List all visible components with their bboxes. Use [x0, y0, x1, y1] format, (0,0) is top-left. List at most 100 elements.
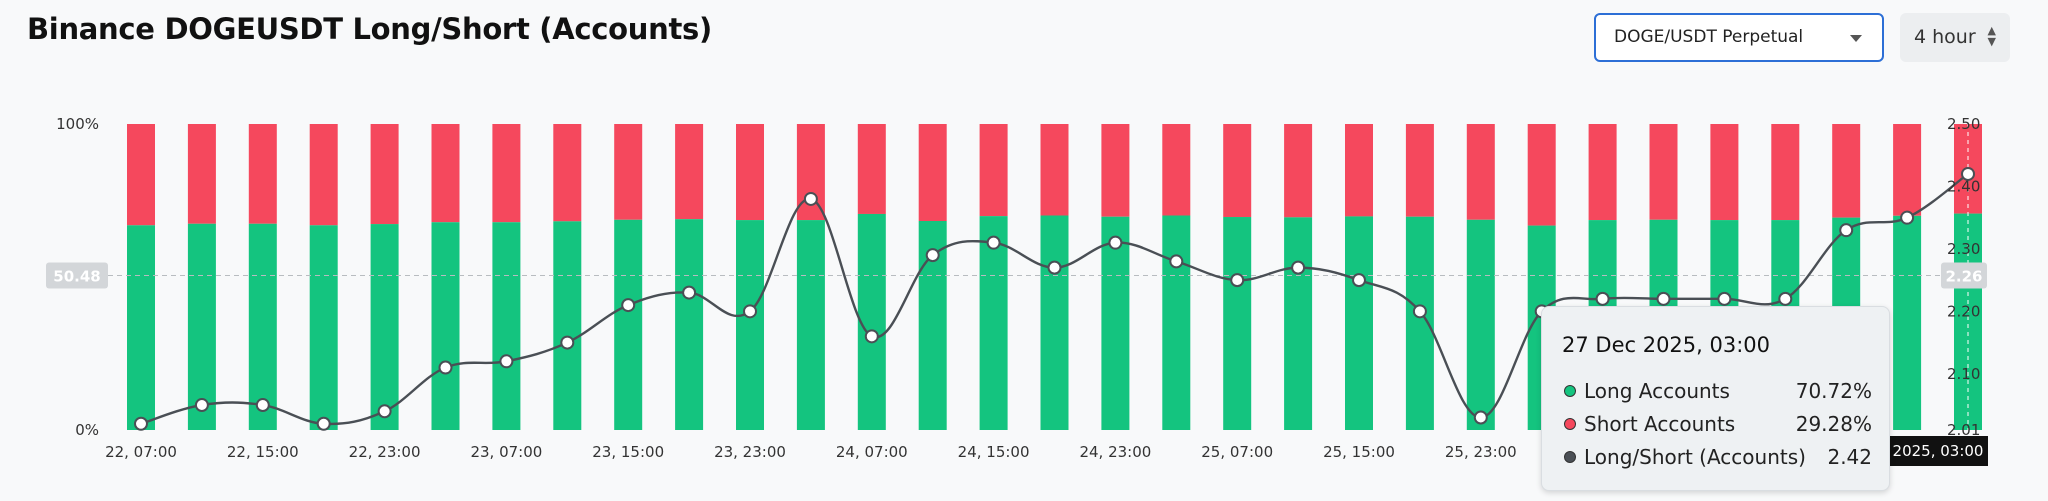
short-bar [1771, 124, 1800, 221]
ratio-point [499, 354, 514, 369]
long-bar [1162, 215, 1191, 430]
ratio-point [682, 285, 697, 300]
ratio-point [1961, 166, 1975, 181]
ratio-line [140, 172, 1969, 426]
long-bar [431, 222, 460, 430]
x-tick-label: 23, 23:00 [714, 443, 786, 461]
crosshair-left-box [46, 262, 108, 289]
long-bar [1284, 217, 1313, 430]
ratio-point [1230, 273, 1245, 288]
ratio-point [1291, 260, 1306, 275]
tooltip-date: 27 Dec 2025, 03:00 [1562, 333, 1771, 357]
long-bar [370, 224, 399, 430]
short-bar [1588, 124, 1617, 221]
ratio-point [1778, 291, 1793, 306]
tooltip-label: Long Accounts [1584, 379, 1730, 403]
long-bar [1466, 219, 1495, 430]
short-bar [614, 124, 643, 220]
short-bar [675, 124, 704, 220]
short-bar [431, 124, 460, 223]
ratio-point [1352, 273, 1366, 288]
x-tick-label: 24, 07:00 [836, 443, 908, 461]
ratio-point [194, 398, 209, 413]
short-bar [1832, 124, 1861, 218]
up-down-icon: ▲ ▼ [1987, 24, 1996, 48]
short-bar [248, 124, 277, 224]
pair-select[interactable]: DOGE/USDT Perpetual [1594, 13, 1884, 62]
short-bar [1040, 124, 1069, 216]
ratio-point [621, 298, 636, 313]
short-bar [1162, 124, 1191, 216]
y-right-tick-label: 2.20 [1947, 302, 1980, 320]
short-bar [1649, 124, 1678, 220]
ratio-point [743, 304, 757, 319]
y-right-tick-label: 2.40 [1947, 177, 1980, 195]
ratio-point [925, 248, 940, 263]
long-bar [614, 219, 643, 430]
long-bar [979, 216, 1008, 430]
ratio-point [560, 335, 575, 350]
interval-select[interactable]: 4 hour ▲ ▼ [1900, 13, 2010, 62]
long-bar [187, 223, 216, 430]
short-bar [1527, 124, 1556, 226]
long-dot-icon [1564, 385, 1576, 397]
short-bar [918, 124, 947, 222]
ratio-point [438, 360, 453, 375]
tooltip-row-ratio: Long/Short (Accounts) 2.42 [1562, 445, 1872, 471]
interval-select-value: 4 hour [1914, 26, 1976, 48]
long-bar [796, 220, 825, 430]
short-bar [1101, 124, 1130, 217]
long-bar [492, 222, 521, 430]
crosshair-time-box [1888, 436, 1988, 466]
short-bar [736, 124, 764, 221]
x-tick-label: 25, 07:00 [1201, 443, 1273, 461]
ratio-point [1108, 235, 1123, 250]
ratio-point [1595, 291, 1610, 306]
y-left-tick-label: 0% [75, 421, 99, 439]
tooltip-value: 29.28% [1795, 412, 1872, 436]
short-dot-icon [1564, 418, 1576, 430]
ratio-point [803, 191, 818, 206]
chevron-down-icon [1850, 35, 1862, 42]
long-bar [1101, 216, 1130, 430]
x-tick-label: 23, 07:00 [470, 443, 542, 461]
y-right-tick-label: 2.30 [1947, 240, 1980, 258]
x-tick-label: 25, 15:00 [1323, 443, 1395, 461]
x-tick-label: 22, 07:00 [105, 443, 177, 461]
x-tick-label: 22, 15:00 [227, 443, 299, 461]
chart-tooltip: 27 Dec 2025, 03:00 Long Accounts 70.72% … [1541, 306, 1890, 491]
y-right-tick-label: 2.50 [1947, 115, 1980, 133]
tooltip-label: Long/Short (Accounts) [1584, 445, 1806, 469]
short-bar [309, 124, 338, 226]
tooltip-value: 70.72% [1795, 379, 1872, 403]
short-bar [492, 124, 521, 223]
ratio-point [1169, 254, 1184, 269]
short-bar [1284, 124, 1313, 218]
long-bar [127, 225, 155, 430]
crosshair-time-label: 2025, 03:00 [1893, 442, 1984, 460]
tooltip-value: 2.42 [1827, 445, 1872, 469]
short-bar [1405, 124, 1434, 217]
short-bar [1893, 124, 1922, 216]
short-bar [187, 124, 216, 224]
y-right-tick-label: 2.01 [1947, 421, 1980, 439]
pair-select-value: DOGE/USDT Perpetual [1614, 27, 1804, 47]
x-tick-label: 22, 23:00 [349, 443, 421, 461]
long-bar [1223, 217, 1252, 430]
x-tick-label: 24, 23:00 [1079, 443, 1151, 461]
long-bar [1345, 216, 1373, 430]
x-tick-label: 23, 15:00 [592, 443, 664, 461]
y-right-tick-label: 2.10 [1947, 365, 1980, 383]
ratio-point [1656, 291, 1671, 306]
x-tick-label: 25, 23:00 [1445, 443, 1517, 461]
ratio-point [377, 404, 392, 419]
short-bar [1466, 124, 1495, 220]
ratio-point [255, 398, 270, 413]
short-bar [1345, 124, 1373, 217]
ratio-point [1900, 210, 1915, 225]
long-bar [248, 223, 277, 430]
long-bar [309, 225, 338, 430]
short-bar [857, 124, 886, 214]
long-bar [1040, 215, 1069, 430]
